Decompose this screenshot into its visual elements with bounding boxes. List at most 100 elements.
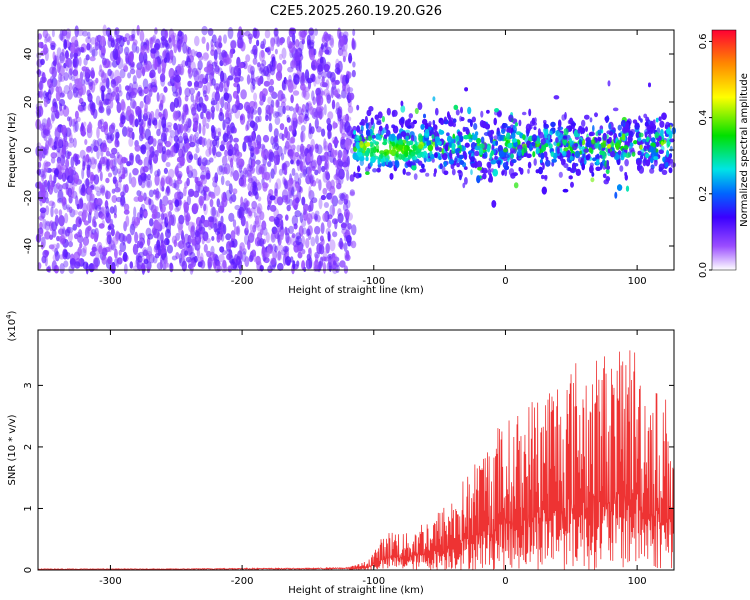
heatmap-noise-blob (343, 242, 348, 253)
heatmap-noise-blob (203, 203, 207, 212)
heatmap-signal-blob (493, 117, 497, 126)
heatmap-noise-blob (120, 99, 126, 111)
heatmap-noise-blob (192, 203, 199, 211)
heatmap-noise-blob (55, 182, 61, 190)
heatmap-noise-blob (123, 203, 130, 212)
heatmap-noise-blob (226, 77, 230, 88)
heatmap-signal-blob (383, 134, 388, 140)
heatmap-signal-blob (405, 171, 411, 176)
heatmap-noise-blob (314, 253, 319, 263)
heatmap-noise-blob (72, 69, 79, 77)
heatmap-noise-blob (77, 29, 84, 37)
heatmap-signal-blob (600, 161, 603, 170)
heatmap-noise-blob (275, 99, 280, 108)
heatmap-signal-blob (577, 128, 581, 134)
heatmap-noise-blob (326, 180, 332, 192)
heatmap-signal-blob (453, 104, 459, 111)
heatmap-signal-blob (467, 106, 472, 115)
heatmap-noise-blob (342, 149, 347, 160)
heatmap-signal-blob (417, 144, 423, 150)
colorbar-ticks: 0.00.20.40.6 (698, 33, 712, 278)
heatmap-noise-blob (210, 206, 217, 218)
heatmap-noise-blob (273, 136, 278, 143)
heatmap-noise-blob (300, 83, 306, 91)
heatmap-noise-blob (86, 164, 91, 171)
heatmap-noise-blob (100, 85, 106, 93)
heatmap-noise-blob (193, 134, 197, 144)
heatmap-noise-blob (47, 265, 52, 273)
heatmap-signal-blob (464, 87, 468, 92)
heatmap-signal-blob (614, 191, 618, 199)
heatmap-noise-blob (147, 159, 153, 170)
heatmap-signal-blob (511, 132, 516, 140)
heatmap-signal-blob (513, 182, 519, 189)
heatmap-signal-blob (562, 150, 567, 157)
heatmap-noise-blob (86, 201, 93, 213)
heatmap-noise-blob (212, 139, 218, 147)
heatmap-signal-blob (438, 130, 445, 135)
heatmap-noise-blob (156, 244, 161, 251)
heatmap-noise-blob (95, 95, 101, 106)
heatmap-noise-blob (179, 160, 185, 167)
heatmap-noise-blob (334, 67, 341, 74)
heatmap-noise-blob (65, 252, 71, 260)
heatmap-noise-blob (106, 108, 112, 115)
heatmap-signal-blob (565, 142, 569, 147)
heatmap-noise-blob (43, 148, 48, 155)
heatmap-signal-blob (400, 105, 406, 113)
heatmap-noise-blob (214, 64, 220, 75)
heatmap-noise-blob (143, 42, 148, 50)
heatmap-noise-blob (285, 105, 291, 111)
heatmap-noise-blob (58, 98, 66, 107)
heatmap-noise-blob (153, 43, 160, 50)
heatmap-signal-blob (542, 162, 545, 170)
heatmap-noise-blob (152, 228, 160, 239)
heatmap-signal-blob (650, 157, 654, 164)
heatmap-noise-blob (248, 255, 254, 263)
heatmap-noise-blob (269, 195, 276, 201)
heatmap-noise-blob (167, 199, 173, 205)
heatmap-noise-blob (218, 254, 225, 263)
heatmap-noise-blob (63, 104, 67, 110)
heatmap-signal-blob (434, 152, 438, 159)
heatmap-signal-blob (460, 116, 465, 122)
heatmap-noise-blob (161, 116, 167, 129)
heatmap-noise-blob (322, 187, 328, 195)
heatmap-noise-blob (290, 256, 294, 263)
heatmap-signal-blob (571, 122, 576, 127)
heatmap-noise-blob (49, 174, 53, 183)
heatmap-noise-blob (89, 99, 94, 110)
heatmap-noise-blob (339, 260, 346, 268)
heatmap-noise-blob (239, 242, 245, 252)
heatmap-noise-blob (143, 265, 147, 271)
heatmap-noise-blob (321, 165, 326, 173)
heatmap-noise-blob (326, 118, 331, 125)
heatmap-noise-blob (117, 257, 123, 265)
heatmap-noise-blob (311, 59, 318, 71)
heatmap-noise-blob (277, 250, 282, 261)
heatmap-signal-blob (633, 140, 638, 145)
heatmap-noise-blob (42, 90, 48, 99)
heatmap-noise-blob (292, 90, 300, 96)
heatmap-noise-blob (270, 257, 276, 266)
heatmap-signal-blob (366, 129, 371, 137)
heatmap-noise-blob (333, 260, 336, 266)
heatmap-noise-blob (107, 68, 112, 77)
heatmap-noise-blob (310, 236, 316, 247)
heatmap-noise-blob (145, 93, 151, 105)
heatmap-noise-blob (300, 145, 307, 157)
heatmap-noise-blob (198, 55, 204, 61)
heatmap-noise-blob (119, 199, 126, 208)
heatmap-noise-blob (266, 46, 272, 56)
heatmap-noise-blob (119, 241, 127, 253)
heatmap-signal-blob (569, 137, 572, 144)
heatmap-noise-blob (133, 206, 137, 219)
heatmap-noise-blob (214, 65, 220, 73)
heatmap-noise-blob (73, 251, 81, 261)
heatmap-signal-blob (608, 122, 612, 130)
heatmap-signal-blob (365, 122, 369, 130)
heatmap-noise-blob (217, 165, 223, 176)
heatmap-signal-blob (476, 160, 483, 169)
heatmap-noise-blob (100, 213, 105, 220)
